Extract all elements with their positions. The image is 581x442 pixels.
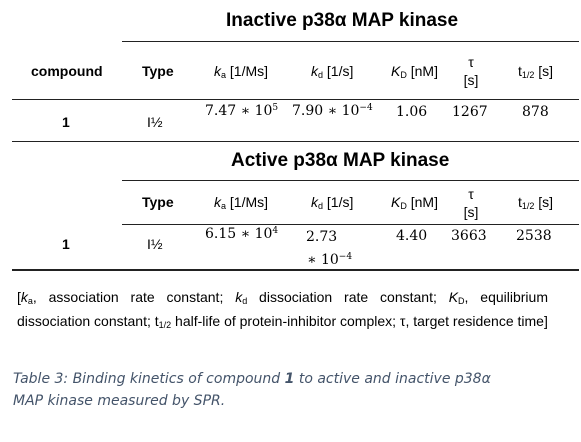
active-tau-cell: 3663 [451, 228, 487, 244]
inactive-thalf-cell: 878 [522, 104, 549, 120]
active-table-title: Active p38α MAP kinase [231, 150, 450, 171]
header-KD: KD [nM] [391, 63, 438, 80]
active-header-KD: KD [nM] [391, 194, 438, 211]
active-header-ka: ka [1/Ms] [214, 194, 269, 211]
active-KD-cell: 4.40 [396, 228, 428, 244]
active-type-cell: I½ [147, 236, 163, 252]
active-title-rule [122, 180, 579, 181]
inactive-ka-cell: 7.47 ∗ 105 [205, 103, 279, 119]
header-kd: kd [1/s] [311, 63, 354, 80]
header-tau: τ [s] [463, 54, 479, 88]
active-ka-cell: 6.15 ∗ 104 [205, 226, 279, 242]
table-caption: Table 3: Binding kinetics of compound 1 … [13, 371, 491, 409]
inactive-table-title: Inactive p38α MAP kinase [226, 10, 459, 31]
active-compound-cell: 1 [62, 236, 70, 252]
active-kd-cell: 2.73 ∗ 10−4 [306, 229, 353, 268]
inactive-kd-cell: 7.90 ∗ 10−4 [292, 103, 373, 119]
active-header-kd: kd [1/s] [311, 194, 354, 211]
inactive-compound-cell: 1 [62, 114, 70, 130]
table-separator-rule [12, 141, 579, 142]
header-compound: compound [31, 63, 103, 79]
inactive-KD-cell: 1.06 [396, 104, 428, 120]
active-thalf-cell: 2538 [516, 228, 552, 244]
inactive-type-cell: I½ [147, 114, 163, 130]
active-header-thalf: t1/2 [s] [518, 194, 554, 211]
active-header-type: Type [142, 194, 174, 210]
table-legend: [ka, association rate constant; kd disso… [17, 289, 548, 330]
header-thalf: t1/2 [s] [518, 63, 554, 80]
inactive-header-rule [12, 99, 579, 100]
active-header-tau: τ [s] [463, 186, 479, 220]
header-type: Type [142, 63, 174, 79]
inactive-tau-cell: 1267 [452, 104, 488, 120]
inactive-title-rule [122, 41, 579, 42]
table-bottom-rule [12, 269, 579, 271]
active-header-rule [122, 224, 579, 225]
header-ka: ka [1/Ms] [214, 63, 269, 80]
